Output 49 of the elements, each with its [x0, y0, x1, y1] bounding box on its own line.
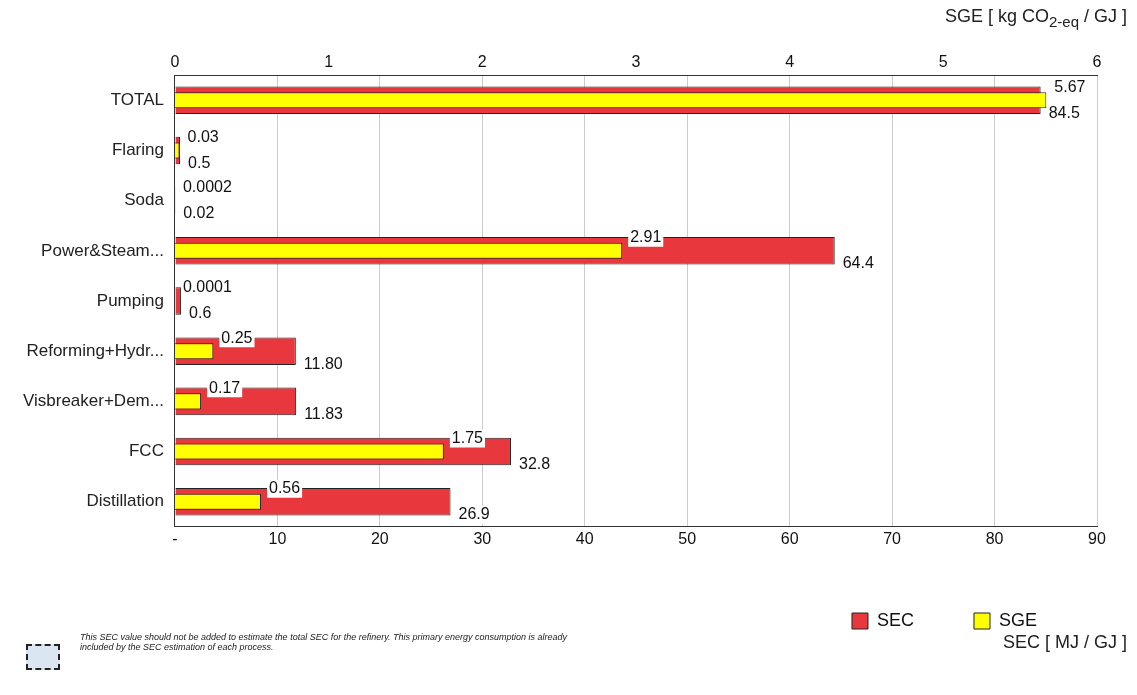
- data-label: 0.0002: [182, 178, 233, 196]
- data-label: 0.17: [209, 378, 241, 396]
- data-label: 11.80: [303, 354, 343, 372]
- y-tick-label: TOTAL: [110, 89, 164, 109]
- x-tick-label: 20: [370, 529, 389, 547]
- data-label: 64.4: [842, 254, 874, 272]
- data-label: 26.9: [458, 505, 490, 523]
- data-label: 0.56: [269, 479, 301, 497]
- y-tick-label: Power&Steam...: [41, 240, 164, 260]
- x-tick-label: -: [172, 529, 178, 547]
- x2-axis-title: SGE [ kg CO$_{2-eq}$ / GJ ]: [944, 6, 1127, 30]
- legend-label: SEC: [876, 609, 914, 630]
- y-tick-label: Visbreaker+Dem...: [22, 391, 164, 411]
- x2-tick-label: 6: [1092, 53, 1102, 71]
- y-tick-label: FCC: [128, 441, 164, 461]
- data-label: 11.83: [304, 404, 344, 422]
- data-label: 0.5: [188, 153, 211, 171]
- x-tick-label: 90: [1088, 529, 1106, 547]
- x2-tick-label: 4: [785, 53, 795, 71]
- x-tick-label: 30: [473, 529, 492, 547]
- data-label: 0.25: [221, 328, 253, 346]
- x-tick-label: 40: [575, 529, 594, 547]
- x2-tick-label: 1: [324, 53, 334, 71]
- data-label: 5.67: [1054, 77, 1086, 95]
- data-label: 32.8: [518, 454, 551, 472]
- x-tick-label: 10: [268, 529, 287, 547]
- y-tick-label: Soda: [124, 190, 165, 210]
- y-tick-label: Pumping: [96, 290, 164, 310]
- x2-tick-label: 0: [170, 53, 180, 71]
- x2-tick-label: 2: [477, 53, 487, 71]
- data-label: 84.5: [1048, 103, 1080, 121]
- text: This SEC value should not be added to estimate the total SEC for the refinery. This primary energy consumption is already included by the SEC estimation of each process.: [80, 632, 569, 652]
- x-tick-label: 60: [780, 529, 799, 547]
- data-label: 0.02: [183, 204, 215, 222]
- y-tick-label: Flaring: [111, 140, 164, 160]
- data-label: 0.03: [187, 127, 219, 145]
- x-tick-label: 50: [678, 529, 697, 547]
- y-tick-label: Reforming+Hydr...: [26, 340, 164, 360]
- data-label: 0.6: [189, 304, 212, 322]
- data-label: 0.0001: [182, 278, 232, 296]
- legend-label: SGE: [998, 609, 1037, 630]
- y-tick-label: Distillation: [86, 491, 164, 511]
- x-axis-title: SEC [ MJ / GJ ]: [1002, 632, 1127, 653]
- x-tick-label: 80: [985, 529, 1004, 547]
- x2-tick-label: 3: [631, 53, 641, 71]
- x2-tick-label: 5: [938, 53, 948, 71]
- data-label: 2.91: [630, 228, 662, 246]
- x-tick-label: 70: [883, 529, 902, 547]
- data-label: 1.75: [451, 428, 484, 446]
